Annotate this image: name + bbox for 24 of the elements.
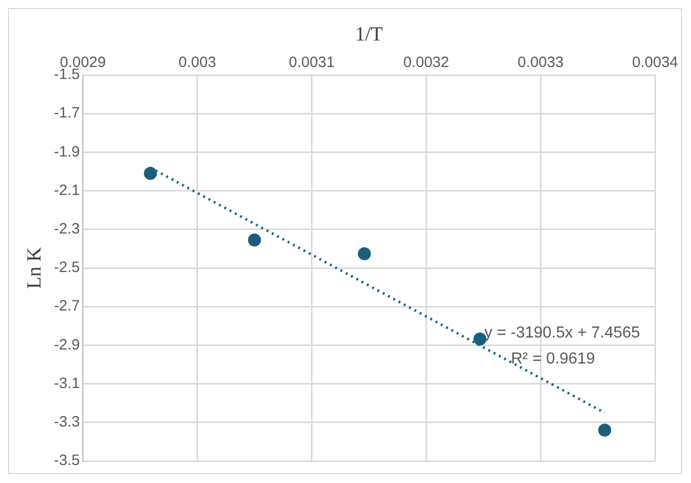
point	[473, 332, 486, 346]
x-tick-label: 0.0033	[518, 54, 564, 72]
y-tick-label: -3.5	[54, 452, 80, 470]
y-tick-label: -2.3	[54, 220, 80, 238]
y-tick-label: -3.3	[54, 414, 80, 431]
point	[598, 424, 612, 437]
x-tick-label: 0.0032	[403, 54, 450, 72]
x-tick-label: 0.003	[178, 54, 216, 72]
y-tick-label: -2.5	[54, 259, 80, 276]
point	[144, 166, 157, 180]
x-tick-label: 0.0034	[632, 54, 678, 72]
y-tick-label: -2.7	[54, 298, 80, 315]
y-tick-label: -1.9	[54, 143, 80, 160]
y-tick-label: -2.1	[54, 182, 80, 199]
y-tick-label: -3.1	[54, 374, 80, 392]
x-axis-title: 1/T	[355, 23, 383, 46]
y-tick-label: -1.7	[54, 104, 80, 122]
x-tick-label: 0.0031	[288, 54, 335, 72]
y-tick-label: -2.9	[54, 336, 80, 354]
y-axis-title: Ln K	[23, 246, 46, 289]
point	[248, 234, 262, 247]
annotation: y = -3190.5x + 7.4565	[484, 324, 640, 342]
point	[358, 247, 371, 260]
annotation: R² = 0.9619	[511, 350, 596, 368]
